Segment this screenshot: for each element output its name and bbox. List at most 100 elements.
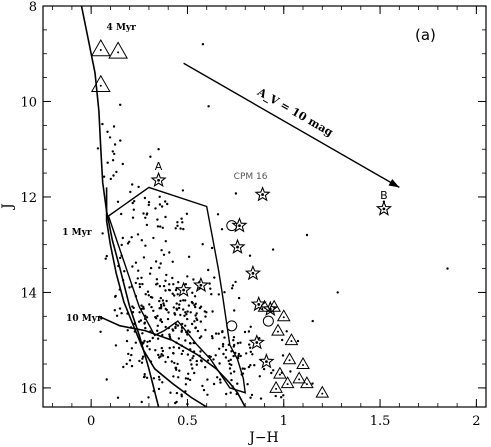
field-star-dot [114,295,117,298]
field-star-dot [116,200,120,203]
field-star-dot [181,189,185,192]
field-star-dot [274,394,277,398]
star-source-center [257,302,261,306]
field-star-dot [230,350,233,353]
field-star-dot [166,356,170,359]
field-star-dot [190,322,194,326]
field-star-dot [225,392,228,396]
field-star-dot [173,361,176,365]
star-source-marker [231,217,248,233]
isochrone-line [105,187,208,408]
field-star-dot [184,283,187,286]
triangle-source-marker [315,385,330,398]
field-star-dot [218,362,221,365]
triangle-source-center [290,340,293,343]
field-star-dot [141,355,145,358]
field-star-dot [174,323,178,326]
field-star-dot [146,345,149,348]
field-star-dot [174,227,177,230]
field-star-dot [140,239,143,242]
field-star-dot [229,391,232,394]
field-star-dot [152,236,155,240]
field-star-dot [141,342,144,345]
field-star-dot [186,333,189,336]
field-star-dot [151,336,154,340]
field-star-dot [188,342,192,345]
field-star-dot [137,185,140,189]
field-star-dot [122,365,125,369]
field-star-dot [134,281,137,285]
field-star-dot [199,350,202,353]
star-source-marker [175,281,192,297]
field-star-dot [208,355,211,358]
field-star-dot [144,326,147,330]
field-star-dot [113,309,117,312]
field-star-dot [134,341,137,344]
field-star-dot [141,332,144,335]
field-star-dot [136,277,139,280]
field-star-dot [173,294,176,297]
field-star-dot [139,319,143,322]
field-star-dot [270,371,273,375]
field-star-dot [223,336,226,339]
field-star-dot [186,317,189,321]
field-star-dot [194,314,197,317]
star-source-center [265,360,268,364]
star-source-marker [375,200,393,216]
field-star-dot [233,309,236,312]
field-star-dot [232,339,235,342]
field-star-dot [216,213,220,216]
field-star-dot [187,304,191,307]
field-star-dot [167,311,170,314]
field-star-dot [183,314,186,317]
field-star-dot [140,304,143,307]
field-star-dot [158,266,161,269]
field-star-dot [168,283,171,286]
field-star-dot [170,360,173,363]
field-star-dot [101,122,104,126]
triangle-source-marker [292,371,307,384]
field-star-dot [174,288,178,292]
field-star-dot [249,346,252,349]
field-star-dot [167,288,171,292]
isochrone-label: 4 Myr [107,23,137,33]
field-star-dot [243,330,247,334]
field-star-dot [198,354,201,357]
field-star-dot [232,354,235,358]
source-label: A [155,160,163,173]
field-star-dot [229,358,232,361]
field-star-dot [156,329,159,332]
field-star-dot [144,314,147,317]
field-star-dot [149,295,153,299]
field-star-dot [186,377,190,380]
field-star-dot [140,307,143,311]
field-star-dot [106,161,109,164]
field-star-dot [176,324,180,327]
field-star-dot [184,311,187,314]
field-star-dot [177,306,181,310]
field-star-dot [210,246,214,250]
field-star-dot [155,278,159,281]
field-star-dot [104,257,107,260]
field-star-dot [232,345,235,348]
field-star-dot [177,281,180,284]
field-star-dot [311,319,314,323]
field-star-dot [177,346,181,350]
field-star-dot [230,287,234,290]
field-star-dot [120,312,123,315]
field-star-dot [271,248,275,251]
field-star-dot [113,143,117,146]
field-star-dot [158,299,161,303]
field-star-dot [228,362,231,366]
field-star-dot [128,240,131,243]
field-star-dot [195,312,198,315]
reddening-vector-label: A_V = 10 mag [254,85,336,140]
field-star-dot [180,395,183,398]
star-source-center [261,193,264,196]
field-star-dot [134,295,138,298]
field-star-dot [143,196,147,200]
field-star-dot [285,330,288,333]
field-star-dot [232,336,236,339]
field-star-dot [185,212,189,215]
field-star-dot [157,375,161,379]
